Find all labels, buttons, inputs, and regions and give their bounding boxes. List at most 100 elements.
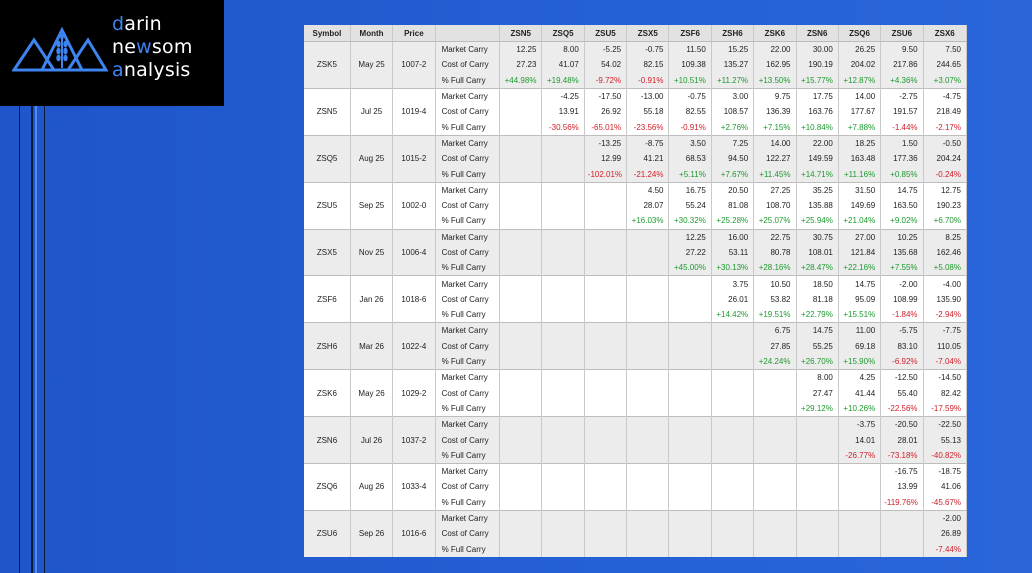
- table-cell: -17.59%: [923, 400, 968, 417]
- table-cell: Cost of Carry: [435, 244, 501, 261]
- table-cell: -5.75: [880, 322, 924, 339]
- table-cell: [668, 385, 712, 401]
- table-cell: [584, 369, 628, 386]
- table-cell: [541, 228, 585, 245]
- table-cell: [541, 275, 585, 292]
- table-cell: [392, 322, 436, 339]
- table-cell: +14.42%: [711, 307, 755, 323]
- column-header: Symbol: [304, 25, 351, 42]
- table-cell: 31.50: [838, 181, 882, 198]
- table-cell: +3.07%: [923, 72, 968, 89]
- table-cell: -7.04%: [923, 353, 968, 370]
- table-cell: [626, 369, 670, 386]
- table-cell: 15.25: [711, 41, 755, 58]
- table-cell: [350, 260, 394, 276]
- table-cell: 108.57: [711, 104, 755, 120]
- table-cell: 13.99: [880, 479, 924, 495]
- table-cell: [392, 134, 436, 152]
- decor-line: [19, 106, 20, 573]
- table-cell: 16.00: [711, 228, 755, 245]
- table-row: Market Carry 12.25 16.00 22.75 30.75 27.00 10.…: [304, 228, 968, 245]
- table-cell: [499, 291, 543, 308]
- table-cell: [584, 197, 628, 214]
- table-cell: -65.01%: [584, 119, 628, 136]
- table-cell: [668, 526, 712, 542]
- table-row: % Full Carry +45.00% +30.13% +28.16% +28.47%…: [304, 260, 968, 276]
- table-cell: [499, 213, 543, 230]
- table-cell: [350, 447, 394, 464]
- table-cell: Sep 26: [350, 526, 394, 542]
- table-cell: [626, 541, 670, 557]
- table-cell: 1015-2: [392, 151, 436, 167]
- table-cell: [304, 400, 351, 417]
- table-row: ZSN5 Jul 25 1019-4 Cost of Carry 13.91 26.92 5…: [304, 104, 968, 120]
- table-cell: -18.75: [923, 463, 968, 480]
- table-cell: [838, 526, 882, 542]
- table-cell: Mar 26: [350, 338, 394, 354]
- table-cell: 190.23: [923, 197, 968, 214]
- table-cell: [796, 479, 839, 495]
- table-row: % Full Carry -26.77% -73.18% -40.82%: [304, 447, 968, 464]
- table-cell: [350, 509, 394, 527]
- table-cell: [626, 463, 670, 480]
- table-cell: [626, 509, 670, 527]
- table-cell: +30.13%: [711, 260, 755, 276]
- table-cell: 204.24: [923, 151, 968, 167]
- table-cell: 12.75: [923, 181, 968, 198]
- table-cell: [880, 526, 924, 542]
- column-header: Price: [392, 25, 436, 42]
- table-cell: % Full Carry: [435, 213, 501, 230]
- table-cell: Cost of Carry: [435, 385, 501, 401]
- table-cell: [668, 369, 712, 386]
- table-cell: 22.75: [753, 228, 797, 245]
- table-row: % Full Carry +24.24% +26.70% +15.90% -6.92% -…: [304, 353, 968, 370]
- table-cell: [711, 494, 755, 511]
- column-header: [435, 25, 501, 42]
- table-cell: [499, 416, 543, 433]
- table-cell: 163.50: [880, 197, 924, 214]
- table-cell: -2.75: [880, 87, 924, 105]
- table-cell: 108.99: [880, 291, 924, 308]
- table-cell: [392, 416, 436, 433]
- table-cell: [668, 307, 712, 323]
- table-cell: 11.00: [838, 322, 882, 339]
- table-cell: [350, 463, 394, 480]
- table-cell: +2.76%: [711, 119, 755, 136]
- table-cell: -22.50: [923, 416, 968, 433]
- table-row: % Full Carry +44.98% +19.48% -9.72% -0.91% +1…: [304, 72, 968, 89]
- table-cell: [350, 134, 394, 152]
- table-cell: +11.27%: [711, 72, 755, 89]
- table-cell: -21.24%: [626, 166, 670, 183]
- table-cell: 41.07: [541, 57, 585, 73]
- table-cell: 163.48: [838, 151, 882, 167]
- table-cell: +19.48%: [541, 72, 585, 89]
- table-cell: [541, 526, 585, 542]
- table-cell: [499, 275, 543, 292]
- table-cell: [304, 369, 351, 386]
- table-row: ZSQ6 Aug 26 1033-4 Cost of Carry 13.99 41.06: [304, 479, 968, 495]
- table-cell: 10.50: [753, 275, 797, 292]
- table-cell: [541, 151, 585, 167]
- table-cell: [541, 416, 585, 433]
- table-cell: [541, 260, 585, 276]
- table-cell: 30.00: [796, 41, 839, 58]
- table-cell: 135.68: [880, 244, 924, 261]
- table-cell: Cost of Carry: [435, 526, 501, 542]
- table-cell: [668, 416, 712, 433]
- table-cell: [584, 228, 628, 245]
- table-cell: 80.78: [753, 244, 797, 261]
- table-cell: [668, 463, 712, 480]
- table-cell: 4.50: [626, 181, 670, 198]
- table-cell: [796, 416, 839, 433]
- table-cell: 55.18: [626, 104, 670, 120]
- table-cell: [668, 447, 712, 464]
- table-cell: Cost of Carry: [435, 197, 501, 214]
- table-cell: +10.51%: [668, 72, 712, 89]
- table-row: ZSX5 Nov 25 1006-4 Cost of Carry 27.22 53.11 8…: [304, 244, 968, 261]
- table-cell: [584, 213, 628, 230]
- table-row: Market Carry 6.75 14.75 11.00 -5.75 -7.75: [304, 322, 968, 339]
- table-cell: [350, 166, 394, 183]
- table-cell: +19.51%: [753, 307, 797, 323]
- table-cell: [392, 181, 436, 198]
- table-cell: ZSQ6: [304, 479, 351, 495]
